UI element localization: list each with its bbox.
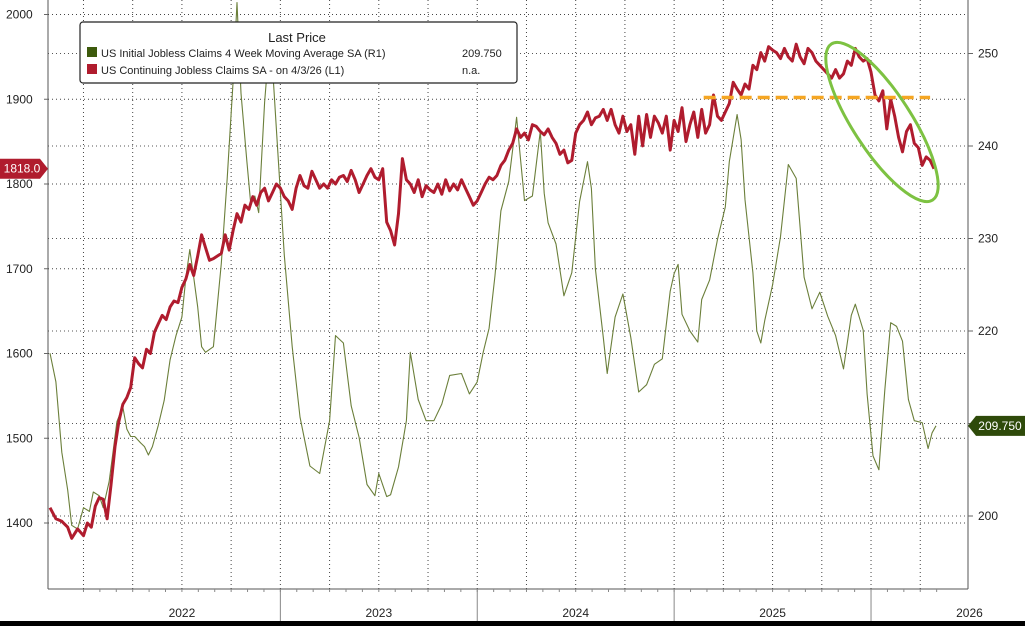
left-tick-label: 1500 [6, 431, 33, 445]
last-value-tags: 1818.0 209.750 [0, 158, 1025, 436]
x-tick-label: 2026 [956, 606, 983, 620]
left-last-value-text: 1818.0 [4, 162, 41, 176]
right-last-value-tag [968, 415, 1025, 436]
x-tick-label: 2025 [759, 606, 786, 620]
left-last-value-tag [0, 158, 48, 179]
left-tick-label: 1700 [6, 262, 33, 276]
series-layer [48, 2, 937, 540]
legend-swatch [87, 64, 97, 74]
legend-entry-label: US Initial Jobless Claims 4 Week Moving … [101, 48, 386, 60]
legend-entry-value: n.a. [462, 65, 480, 77]
left-tick-label: 1400 [6, 516, 33, 530]
legend-box [79, 21, 518, 84]
right-last-value-text: 209.750 [978, 419, 1022, 433]
plot-area [48, 0, 968, 589]
legend-swatch [87, 47, 97, 57]
left-tick-label: 1800 [6, 177, 33, 191]
right-axis-band [968, 0, 1025, 621]
x-tick-label: 2024 [562, 606, 589, 620]
annotation-layer [703, 40, 940, 204]
legend-entry-value: 209.750 [462, 48, 502, 60]
left-tick-label: 1900 [6, 92, 33, 106]
initial-claims-line [49, 2, 937, 530]
legend: Last Price US Initial Jobless Claims 4 We… [79, 21, 518, 84]
right-tick-label: 250 [978, 47, 998, 61]
left-axis-band [0, 0, 48, 621]
x-tick-label: 2023 [365, 606, 392, 620]
right-tick-label: 240 [978, 139, 998, 153]
left-tick-label: 1600 [6, 347, 33, 361]
x-tick-label: 2022 [169, 606, 196, 620]
right-tick-label: 220 [978, 324, 998, 338]
right-tick-label: 230 [978, 232, 998, 246]
right-tick-label: 200 [978, 509, 998, 523]
legend-title: Last Price [268, 30, 326, 45]
left-tick-label: 2000 [6, 8, 33, 22]
legend-entry-label: US Continuing Jobless Claims SA - on 4/3… [101, 65, 344, 77]
continuing-claims-line [48, 42, 936, 540]
highlight-ellipse [824, 40, 940, 204]
x-axis-band [48, 589, 968, 621]
